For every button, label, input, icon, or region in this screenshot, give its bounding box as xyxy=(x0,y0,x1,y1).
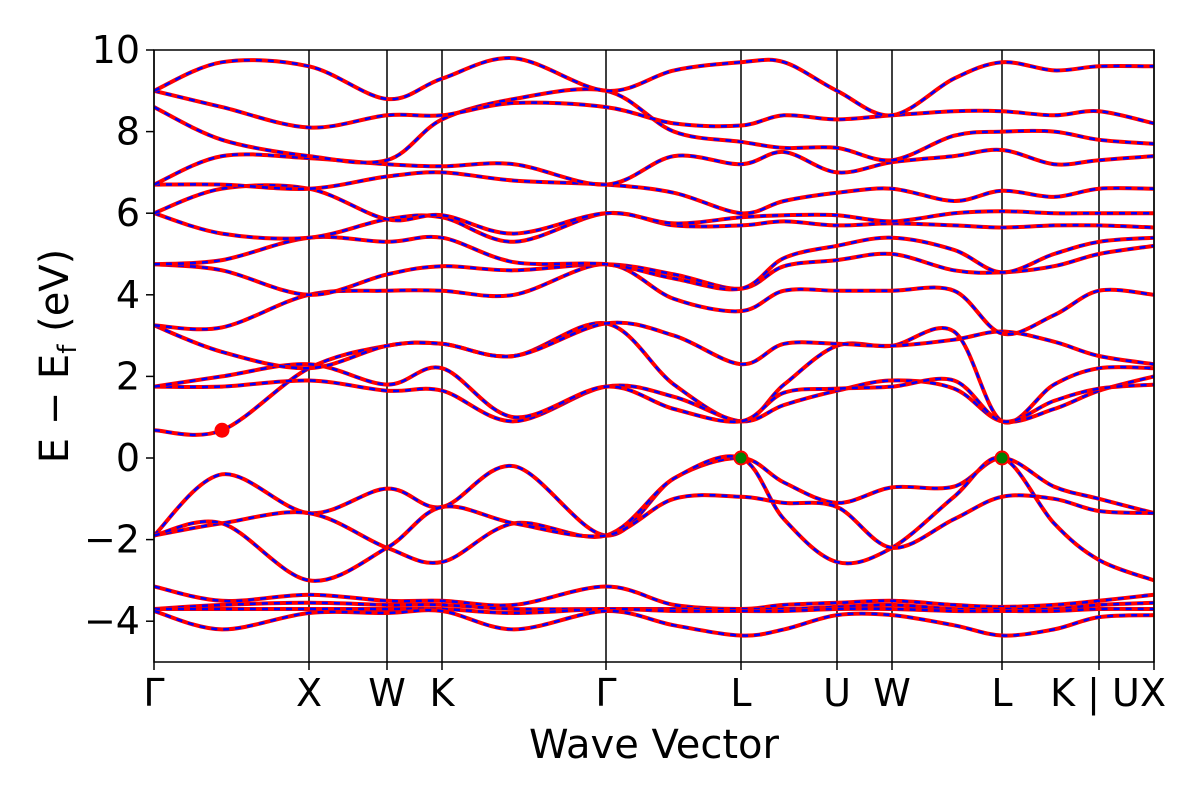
band-line-blue-dashed xyxy=(154,87,1154,164)
band-line-blue-dashed xyxy=(154,493,1154,583)
x-tick-label: W xyxy=(368,671,406,715)
x-tick-label: U xyxy=(823,671,851,715)
band-line-blue-dashed xyxy=(154,362,1154,424)
x-tick-label: K | U xyxy=(1050,671,1140,716)
x-tick-label: K xyxy=(430,671,456,715)
band-line-blue-dashed xyxy=(154,235,1154,291)
band-line-blue-dashed xyxy=(154,184,1154,235)
band-line-red xyxy=(154,88,1154,130)
y-axis-label: E − Ef (eV) xyxy=(32,249,83,464)
band-line-blue-dashed xyxy=(154,148,1154,186)
band-line-red xyxy=(154,608,1154,638)
y-axis-label-main: E − E xyxy=(32,354,78,464)
band-line-red xyxy=(154,493,1154,583)
band-line-blue-dashed xyxy=(154,171,1154,215)
y-tick-label: 0 xyxy=(116,436,140,480)
y-tick-label: 6 xyxy=(116,191,140,235)
y-tick-label: 8 xyxy=(116,110,140,154)
y-axis-ticks: −4 −2 0 2 4 6 8 10 xyxy=(84,28,154,643)
band-line-red xyxy=(154,234,1154,292)
band-line-blue-dashed xyxy=(154,56,1154,117)
high-symmetry-lines xyxy=(153,50,1155,662)
y-tick-label: 4 xyxy=(116,273,140,317)
band-line-red xyxy=(154,454,1154,583)
plot-frame xyxy=(153,49,1155,663)
valence-band-maximum-marker xyxy=(994,450,1010,466)
band-line-blue-dashed xyxy=(154,89,1154,129)
valence-band-maximum-marker xyxy=(733,450,749,466)
band-line-blue-dashed xyxy=(154,455,1154,582)
x-tick-label: Γ xyxy=(143,671,164,715)
band-line-blue-dashed xyxy=(154,244,1154,297)
y-axis-label-unit: (eV) xyxy=(32,249,78,345)
band-line-red xyxy=(154,170,1154,216)
x-tick-label: L xyxy=(991,671,1012,715)
y-axis-label-subscript: f xyxy=(53,344,83,354)
y-tick-label: 2 xyxy=(116,354,140,398)
x-tick-label: X xyxy=(1140,671,1166,715)
x-tick-label: W xyxy=(873,671,911,715)
band-line-blue-dashed xyxy=(154,262,1154,336)
x-tick-label: Γ xyxy=(595,671,616,715)
band-lines xyxy=(154,56,1154,638)
x-axis-label: Wave Vector xyxy=(529,722,780,768)
band-line-blue-dashed xyxy=(154,607,1154,615)
band-edge-markers xyxy=(214,422,1010,466)
y-tick-label: −4 xyxy=(84,599,140,643)
x-tick-label: L xyxy=(730,671,751,715)
band-line-blue-dashed xyxy=(154,456,1154,537)
x-tick-label: X xyxy=(296,671,322,715)
y-tick-label: −2 xyxy=(84,518,140,562)
y-tick-label: 10 xyxy=(92,28,140,72)
band-line-red xyxy=(154,56,1154,118)
band-line-blue-dashed xyxy=(154,321,1154,370)
band-line-blue-dashed xyxy=(154,608,1154,637)
band-line-blue-dashed xyxy=(154,211,1154,244)
conduction-band-minimum-marker xyxy=(214,422,230,438)
